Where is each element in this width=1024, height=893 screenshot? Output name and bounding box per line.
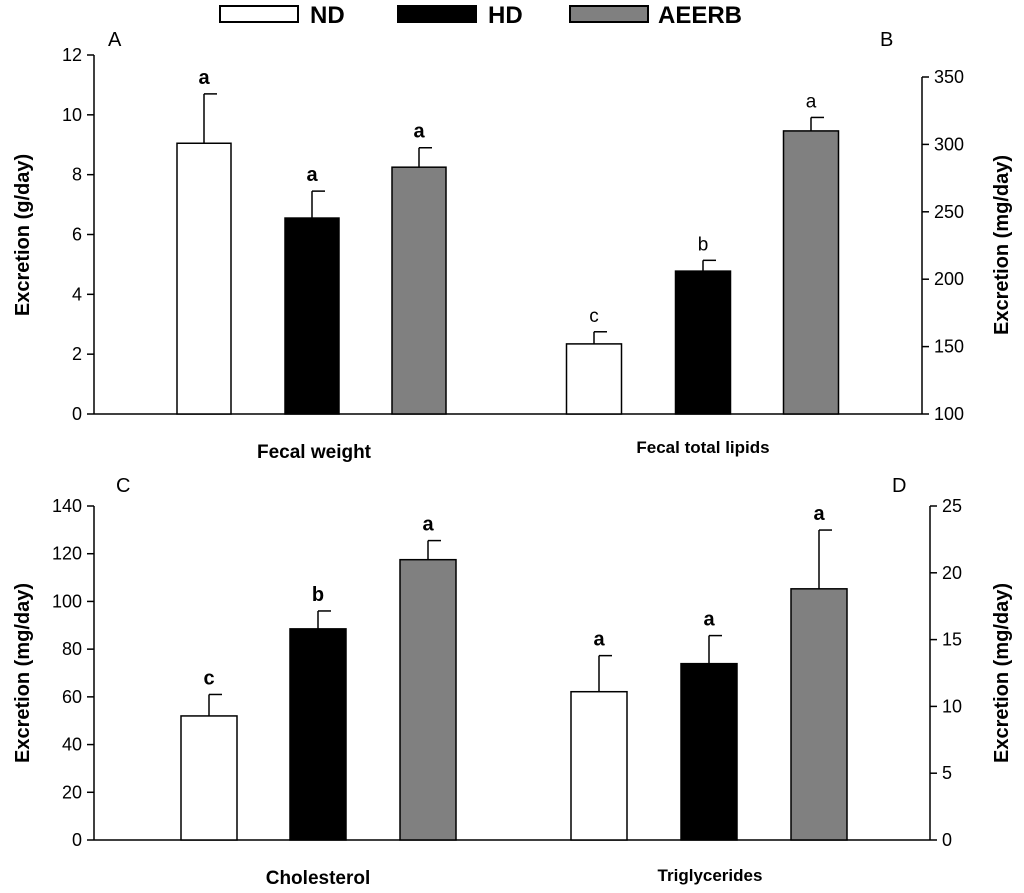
sig-letter-d-nd: a [593,629,605,651]
ytick-label-b: 200 [934,269,964,289]
ylabel-c: Excretion (mg/day) [12,583,34,763]
tick-layer: 0246810121001502002503003500204060801001… [52,45,964,850]
sig-letter-d-hd: a [703,609,715,631]
category-label-cholesterol: Cholesterol [266,868,371,889]
ytick-label-b: 300 [934,134,964,154]
ytick-label-a: 0 [72,404,82,424]
legend-swatch-nd [219,5,299,23]
bar-a-hd [284,217,340,415]
sig-letter-a-nd: a [198,67,210,89]
ytick-label-a: 4 [72,284,82,304]
sig-letter-c-hd: b [312,584,324,606]
ytick-label-c: 80 [62,639,82,659]
bar-c-aeerb [399,558,457,841]
ytick-label-c: 120 [52,544,82,564]
bar-d-nd [570,690,628,841]
ytick-label-d: 25 [942,496,962,516]
panel-letter-d: D [892,475,906,497]
ytick-label-c: 60 [62,687,82,707]
legend: ND HD AEERB [219,2,742,29]
ytick-label-d: 10 [942,696,962,716]
sig-letter-b-nd: c [589,306,599,327]
legend-swatch-aeerb [569,5,649,23]
ytick-label-b: 100 [934,404,964,424]
ytick-label-d: 20 [942,563,962,583]
ytick-label-d: 15 [942,630,962,650]
bar-b-nd [565,343,623,415]
bar-c-nd [180,715,238,841]
category-label-fecal-weight: Fecal weight [257,442,372,463]
ytick-label-b: 350 [934,67,964,87]
ylabel-d: Excretion (mg/day) [991,583,1013,763]
ytick-label-d: 5 [942,763,952,783]
sig-letter-a-hd: a [306,164,318,186]
sig-letter-d-aeerb: a [813,503,825,525]
ytick-label-c: 20 [62,782,82,802]
ytick-label-c: 0 [72,830,82,850]
ytick-label-c: 140 [52,496,82,516]
legend-swatch-hd [397,5,477,23]
ytick-label-a: 10 [62,105,82,125]
bar-d-aeerb [790,588,848,841]
sig-letter-a-aeerb: a [413,121,425,143]
ytick-label-a: 2 [72,344,82,364]
bar-layer: a a a c b a c b a a a a [176,67,848,841]
sig-letter-b-hd: b [698,234,709,255]
ytick-label-a: 6 [72,225,82,245]
ytick-label-d: 0 [942,830,952,850]
legend-label-nd: ND [310,2,345,29]
bar-b-aeerb [782,130,840,415]
ytick-label-b: 150 [934,337,964,357]
sig-letter-b-aeerb: a [806,91,817,112]
category-label-triglycerides: Triglycerides [658,866,763,885]
ytick-label-b: 250 [934,202,964,222]
ylabel-b: Excretion (mg/day) [991,155,1013,335]
bar-c-hd [289,628,347,841]
ytick-label-a: 12 [62,45,82,65]
bar-d-hd [680,662,738,841]
bar-a-nd [176,142,232,415]
sig-letter-c-nd: c [203,667,214,689]
category-label-fecal-total-lipids: Fecal total lipids [636,438,769,457]
ytick-label-c: 100 [52,591,82,611]
ylabel-a: Excretion (g/day) [12,154,34,316]
bar-b-hd [674,270,732,415]
sig-letter-c-aeerb: a [422,514,434,536]
legend-label-aeerb: AEERB [658,2,742,29]
panel-letter-a: A [108,29,122,51]
ytick-label-c: 40 [62,735,82,755]
ytick-label-a: 8 [72,165,82,185]
panel-letter-c: C [116,475,130,497]
panel-letter-b: B [880,29,893,51]
bar-a-aeerb [391,166,447,415]
legend-label-hd: HD [488,2,523,29]
